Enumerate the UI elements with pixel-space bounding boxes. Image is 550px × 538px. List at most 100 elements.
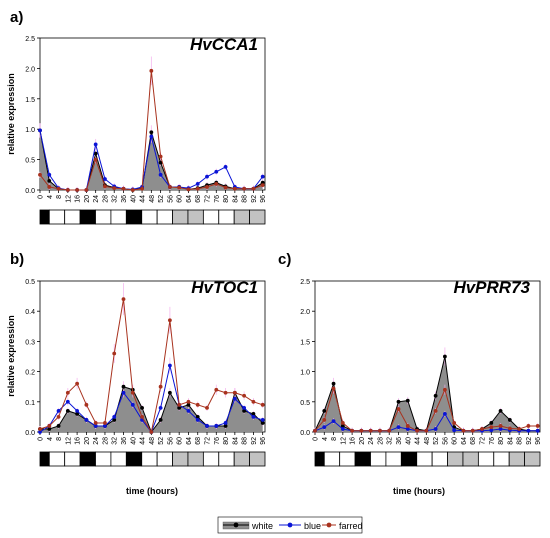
y-tick-label: 0.1 — [25, 400, 35, 407]
x-tick-label: 40 — [130, 195, 137, 203]
data-point-farred — [424, 428, 429, 433]
data-point-blue — [331, 419, 336, 424]
data-point-farred — [186, 399, 191, 404]
chart-2: 0.00.10.20.30.40.50 4 8 12 16 20 24 28 32 36 40 44 4… — [25, 279, 267, 467]
data-point-farred — [112, 351, 117, 356]
data-point-white — [331, 381, 336, 386]
data-point-blue — [84, 418, 89, 422]
data-point-white — [56, 424, 61, 428]
legend-item-farred: farred — [322, 521, 363, 531]
data-point-blue — [322, 425, 327, 430]
data-point-farred — [415, 428, 419, 433]
data-point-farred — [195, 402, 200, 407]
data-point-blue — [56, 408, 61, 413]
light-regime-segment — [110, 451, 127, 467]
x-tick-label: 72 — [480, 437, 487, 445]
light-regime-segment — [431, 451, 448, 467]
data-point-blue — [158, 172, 163, 177]
data-point-white — [158, 418, 163, 422]
data-point-farred — [130, 188, 135, 192]
light-regime-segment — [48, 209, 66, 225]
data-point-blue — [38, 128, 42, 133]
data-point-white — [177, 405, 182, 410]
x-tick-label: 24 — [368, 437, 375, 445]
data-point-blue — [65, 399, 70, 404]
data-point-white — [322, 408, 327, 413]
light-regime-segment — [218, 451, 235, 467]
x-tick-label: 92 — [251, 195, 258, 203]
data-point-farred — [65, 188, 70, 192]
data-point-farred — [452, 421, 457, 425]
data-point-farred — [177, 185, 182, 190]
series-area-white — [40, 130, 263, 190]
data-point-white — [396, 399, 401, 404]
data-point-farred — [251, 399, 256, 404]
y-tick-label: 0.3 — [25, 339, 35, 346]
y-tick-label: 2.5 — [25, 36, 35, 43]
x-tick-label: 96 — [260, 437, 267, 445]
data-point-farred — [507, 426, 512, 431]
data-point-blue — [205, 174, 209, 179]
x-tick-label: 28 — [102, 437, 109, 445]
y-tick-label: 0.5 — [300, 400, 310, 407]
data-point-farred — [461, 428, 466, 433]
data-point-blue — [433, 427, 438, 431]
chart-title-c: HvPRR73 — [453, 278, 530, 297]
data-point-blue — [214, 424, 219, 428]
x-tick-label: 64 — [461, 437, 468, 445]
y-tick-label: 2.0 — [25, 66, 35, 73]
light-regime-segment — [141, 451, 158, 467]
x-tick-label: 12 — [65, 437, 72, 445]
data-point-white — [93, 151, 98, 156]
data-point-farred — [75, 381, 80, 386]
x-tick-label: 96 — [260, 195, 267, 203]
x-tick-label: 84 — [232, 437, 239, 445]
y-tick-label: 0.0 — [25, 188, 35, 195]
x-tick-label: 96 — [535, 437, 542, 445]
y-tick-label: 2.5 — [300, 279, 310, 286]
x-tick-label: 0 — [38, 195, 45, 199]
data-point-farred — [186, 187, 191, 192]
series-area-white — [40, 386, 263, 432]
x-tick-label: 32 — [112, 437, 119, 445]
y-tick-label: 0.0 — [25, 430, 35, 437]
data-point-blue — [186, 408, 191, 413]
data-point-blue — [340, 427, 345, 431]
data-point-blue — [452, 428, 457, 433]
x-tick-label: 44 — [415, 437, 422, 445]
light-regime-segment — [249, 451, 266, 467]
legend-label-blue: blue — [304, 521, 321, 531]
x-tick-label: 20 — [359, 437, 366, 445]
light-regime-segment — [172, 451, 189, 467]
data-point-farred — [56, 186, 61, 191]
data-point-farred — [232, 186, 237, 191]
x-tick-label: 20 — [84, 437, 91, 445]
data-point-blue — [93, 424, 98, 428]
data-point-blue — [75, 408, 80, 413]
light-regime-segment — [156, 209, 173, 225]
light-regime-segment — [202, 451, 220, 467]
light-regime-segment — [95, 209, 112, 225]
data-point-farred — [498, 424, 503, 428]
y-tick-label: 1.0 — [25, 127, 35, 134]
data-point-farred — [205, 185, 209, 189]
x-tick-label: 12 — [340, 437, 347, 445]
x-tick-label: 56 — [167, 195, 174, 203]
data-point-blue — [130, 402, 135, 407]
data-point-blue — [149, 134, 154, 139]
x-tick-label: 4 — [322, 437, 329, 441]
y-tick-label: 0.5 — [25, 279, 35, 286]
data-point-white — [340, 424, 345, 428]
y-tick-label: 1.0 — [300, 370, 310, 377]
data-point-blue — [47, 172, 52, 177]
legend-item-white: white — [222, 521, 273, 531]
data-point-white — [167, 390, 172, 395]
data-point-blue — [260, 418, 265, 422]
data-point-white — [507, 418, 512, 422]
data-point-farred — [103, 184, 107, 189]
data-point-farred — [149, 430, 154, 434]
x-tick-label: 8 — [331, 437, 338, 441]
data-point-farred — [140, 415, 144, 419]
x-tick-label: 28 — [377, 437, 384, 445]
light-regime-segment — [477, 451, 495, 467]
